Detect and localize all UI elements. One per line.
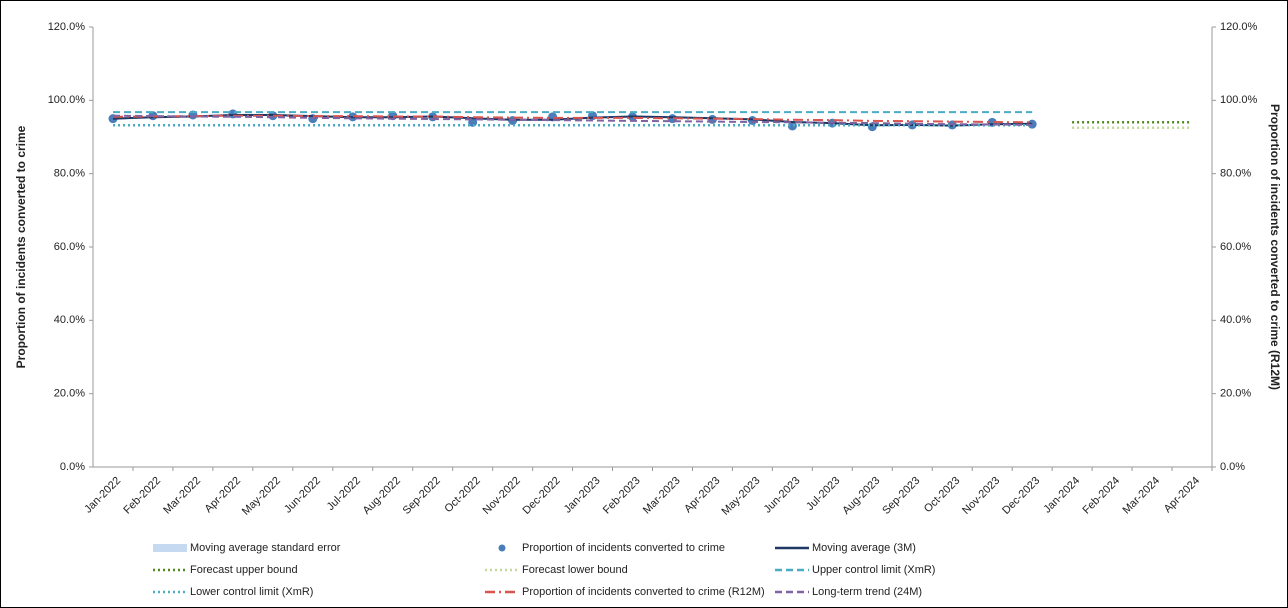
y-tick-label: 0.0% — [60, 461, 85, 473]
y2-tick-label: 20.0% — [1220, 388, 1251, 400]
legend-label: Moving average (3M) — [812, 542, 916, 554]
legend-swatch — [498, 544, 506, 552]
legend-label: Proportion of incidents converted to cri… — [522, 542, 725, 554]
legend-label: Moving average standard error — [190, 542, 341, 554]
y-tick-label: 80.0% — [54, 168, 85, 180]
legend-label: Long-term trend (24M) — [812, 586, 922, 598]
y2-axis-title: Proportion of incidents converted to cri… — [1268, 104, 1282, 390]
y2-tick-label: 100.0% — [1220, 94, 1258, 106]
y-tick-label: 20.0% — [54, 388, 85, 400]
legend-label: Forecast lower bound — [522, 564, 628, 576]
y-tick-label: 120.0% — [48, 21, 86, 33]
legend-label: Proportion of incidents converted to cri… — [522, 586, 765, 598]
legend-label: Forecast upper bound — [190, 564, 298, 576]
y-axis-title: Proportion of incidents converted to cri… — [14, 125, 28, 368]
y2-tick-label: 0.0% — [1220, 461, 1245, 473]
y2-tick-label: 40.0% — [1220, 314, 1251, 326]
series-line — [112, 114, 1033, 124]
data-point — [787, 121, 797, 131]
y2-tick-label: 120.0% — [1220, 21, 1258, 33]
y2-tick-label: 60.0% — [1220, 241, 1251, 253]
y-tick-label: 40.0% — [54, 314, 85, 326]
y2-tick-label: 80.0% — [1220, 168, 1251, 180]
legend-label: Lower control limit (XmR) — [190, 586, 313, 598]
y-tick-label: 100.0% — [48, 94, 86, 106]
legend-label: Upper control limit (XmR) — [812, 564, 935, 576]
y-tick-label: 60.0% — [54, 241, 85, 253]
legend-swatch — [153, 544, 187, 552]
